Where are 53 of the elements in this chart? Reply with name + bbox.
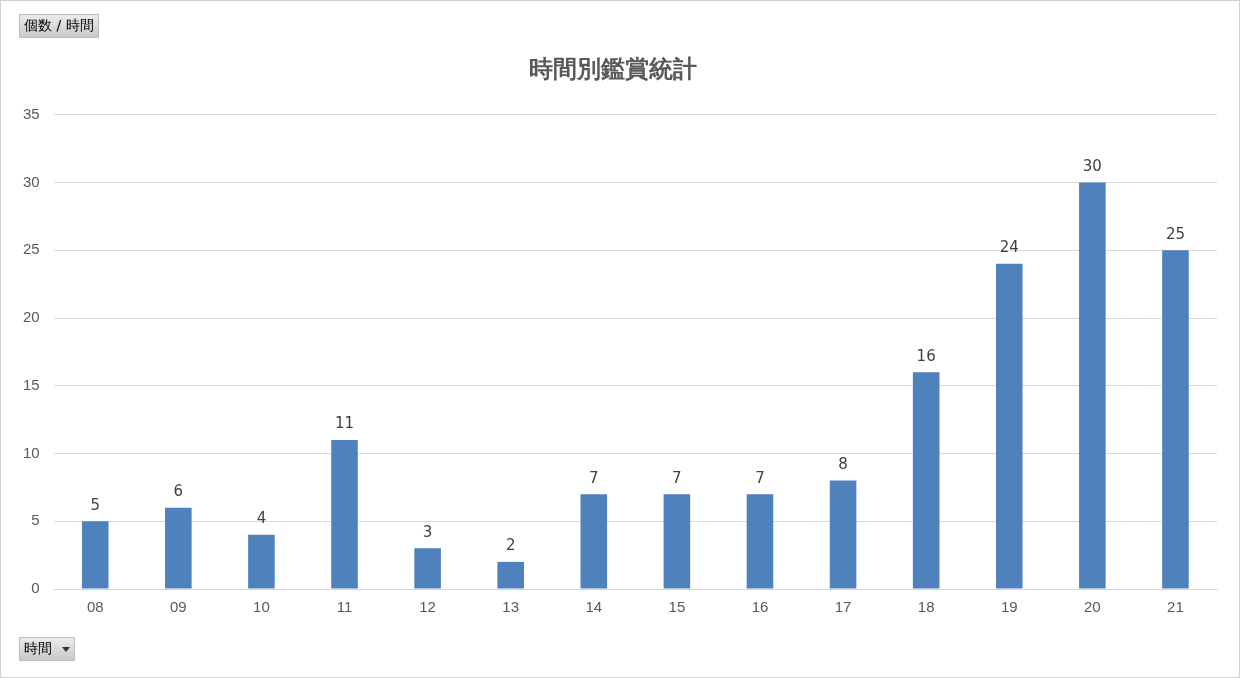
- x-tick-label: 09: [169, 598, 187, 616]
- bar: [829, 480, 857, 589]
- x-tick-label: 17: [834, 598, 852, 616]
- data-label: 16: [916, 346, 936, 365]
- text: 時間: [24, 640, 52, 656]
- x-tick-label: 21: [1167, 598, 1184, 616]
- x-tick-label: 14: [585, 598, 603, 616]
- bar: [663, 494, 691, 589]
- data-label: 3: [422, 522, 433, 541]
- x-tick-label: 15: [668, 598, 686, 616]
- data-label: 8: [838, 455, 848, 473]
- x-tick-label: 19: [1000, 598, 1018, 616]
- y-tick-label: 15: [23, 375, 40, 393]
- y-tick-label: 20: [23, 308, 40, 326]
- bar: [331, 439, 358, 589]
- data-label: 11: [334, 414, 355, 433]
- bar: [81, 521, 109, 589]
- text: 個数 / 時間: [19, 14, 99, 38]
- data-label: 7: [589, 468, 599, 487]
- bar: [995, 263, 1023, 589]
- y-tick-label: 25: [23, 240, 40, 258]
- bar: [746, 494, 774, 589]
- x-tick-label: 12: [419, 598, 436, 616]
- y-tick-label: 30: [23, 172, 40, 190]
- bar: [580, 494, 608, 589]
- data-label: 6: [173, 482, 184, 501]
- bar: [1079, 182, 1106, 589]
- y-tick-label: 0: [31, 579, 40, 597]
- y-tick-label: 5: [31, 511, 40, 529]
- bar: [248, 534, 275, 589]
- x-tick-label: 11: [336, 598, 353, 616]
- bar: [1162, 250, 1189, 589]
- data-label: 7: [672, 468, 682, 487]
- data-label: 25: [1165, 224, 1185, 243]
- data-label: 5: [90, 495, 100, 514]
- bar: [912, 372, 940, 589]
- data-label: 24: [999, 238, 1019, 257]
- y-tick-label: 35: [23, 104, 40, 122]
- x-tick-label: 16: [751, 598, 769, 616]
- data-label: 7: [755, 468, 765, 487]
- bar: [497, 561, 524, 589]
- data-label: 2: [505, 536, 516, 555]
- chart-title: 時間別鑑賞統計: [529, 54, 697, 83]
- x-tick-label: 20: [1084, 598, 1101, 616]
- bar: [165, 507, 192, 589]
- x-tick-label: 10: [253, 598, 270, 616]
- data-label: 30: [1082, 156, 1102, 175]
- y-tick-label: 10: [23, 443, 40, 461]
- x-tick-label: 13: [502, 598, 520, 616]
- x-tick-label: 18: [917, 598, 935, 616]
- bar: [414, 548, 441, 589]
- data-label: 4: [256, 509, 267, 528]
- x-tick-label: 08: [86, 598, 104, 616]
